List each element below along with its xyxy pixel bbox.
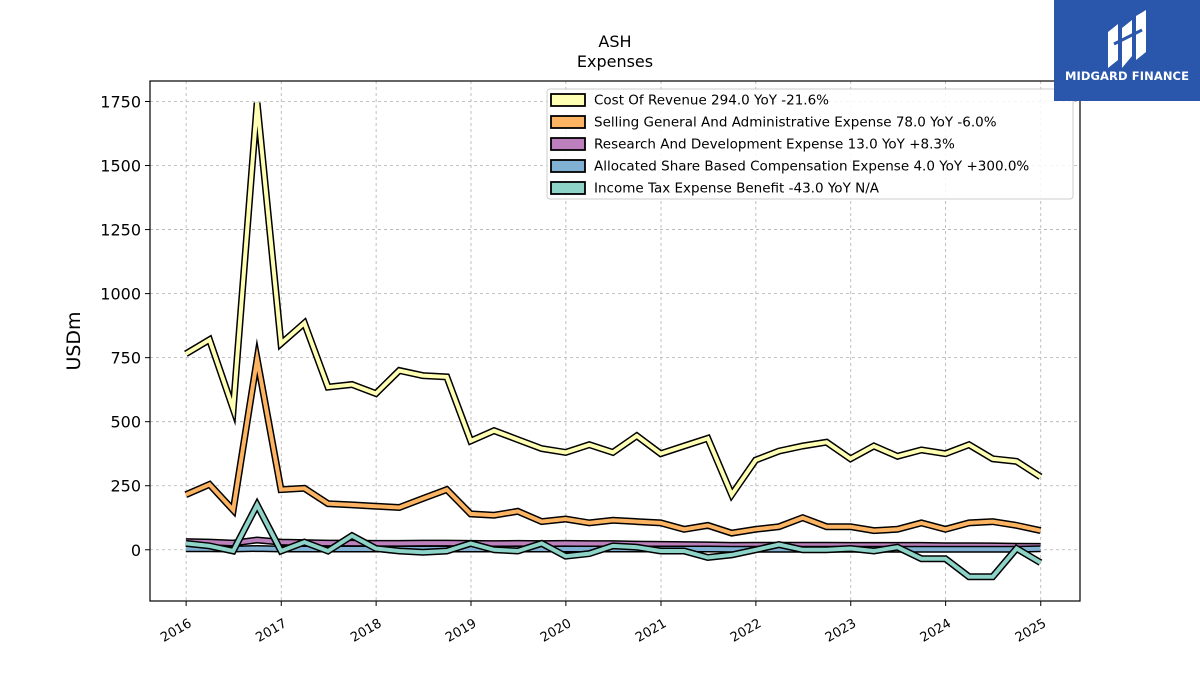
legend-entry: Selling General And Administrative Expen… [594,115,997,131]
series-line-outline [184,338,1042,537]
series-line [185,346,1041,536]
legend-swatch [550,181,586,195]
brand-name: MIDGARD FINANCE [1064,69,1190,83]
legend-box [546,88,1074,200]
y-tick-label: 0 [131,541,141,560]
x-tick-label: 2020 [538,616,574,646]
legend-swatch [550,115,586,129]
legend-swatch [550,93,586,107]
legend-entry: Allocated Share Based Compensation Expen… [594,159,1029,175]
plot-frame [149,80,1081,602]
series-income-tax-expense-benefit [185,497,1043,581]
y-tick-label: 1250 [100,221,141,240]
x-tick-label: 2021 [633,616,669,646]
x-tick-label: 2023 [823,616,859,646]
y-tick-label: 1000 [100,285,141,304]
y-tick-label: 1750 [100,92,141,111]
legend-entry: Income Tax Expense Benefit -43.0 YoY N/A [594,181,880,197]
brand-logo: MIDGARD FINANCE [1054,0,1200,101]
y-tick-label: 250 [110,477,141,496]
y-tick-label: 1500 [100,157,141,176]
x-tick-label: 2018 [348,616,384,646]
y-axis-label: USDm [63,311,85,370]
series-selling-general-and-administrative-expense [184,338,1042,537]
chart-subtitle: Expenses [577,52,653,71]
legend-swatch [550,159,586,173]
y-tick-label: 750 [110,349,141,368]
series-line [185,500,1042,579]
legend-entry: Cost Of Revenue 294.0 YoY -21.6% [594,93,829,109]
x-tick-label: 2016 [158,616,194,646]
x-tick-label: 2019 [443,616,479,646]
x-axis: 2016 2017 2018 2019 2020 2021 2022 2023 2024 2025 [158,601,1049,646]
x-tick-label: 2017 [253,616,289,646]
series-line [184,102,1042,499]
legend-swatch [550,137,586,151]
midgard-m-icon [1108,10,1146,68]
chart-title: ASH [598,32,631,51]
series-layer [184,102,1043,581]
y-tick-label: 500 [110,413,141,432]
y-axis: 0 250 500 750 1000 1250 1500 1750 [100,92,150,560]
legend: Cost Of Revenue 294.0 YoY -21.6% Selling … [546,88,1074,200]
x-tick-label: 2022 [728,616,764,646]
x-tick-label: 2024 [918,616,954,646]
x-tick-label: 2025 [1013,616,1049,646]
series-cost-of-revenue [184,102,1043,502]
legend-entry: Research And Development Expense 13.0 Yo… [594,137,955,153]
